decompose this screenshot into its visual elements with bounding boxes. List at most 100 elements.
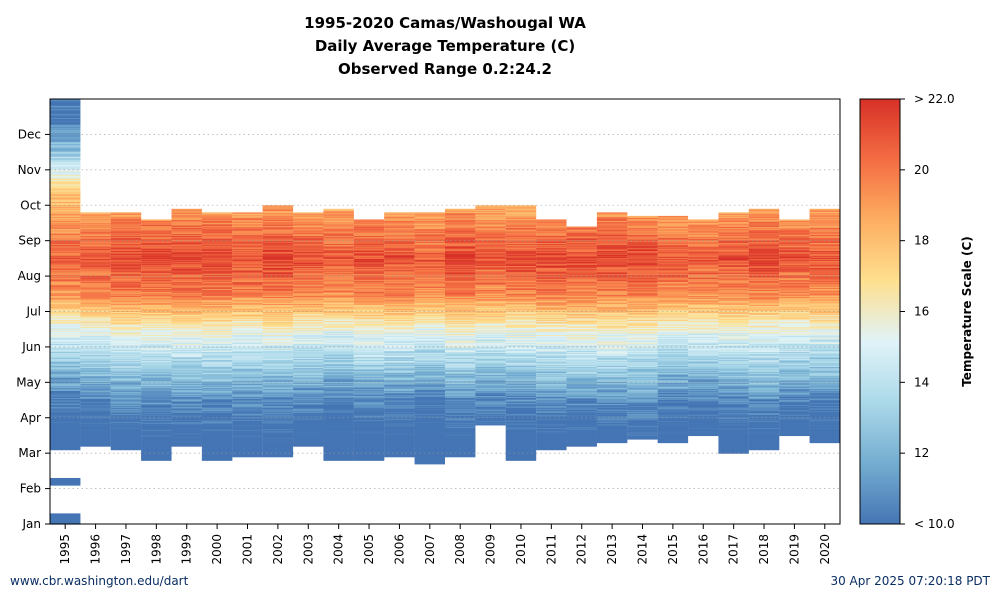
heatmap-cell xyxy=(353,222,385,224)
heatmap-cell xyxy=(232,355,263,358)
heatmap-cell xyxy=(323,457,354,460)
heatmap-cell xyxy=(232,307,263,309)
heatmap-cell xyxy=(141,442,172,445)
heatmap-cell xyxy=(323,272,354,275)
heatmap-cell xyxy=(475,264,506,267)
heatmap-cell xyxy=(323,400,354,403)
heatmap-cell xyxy=(445,383,476,385)
heatmap-cell xyxy=(141,381,172,383)
heatmap-cell xyxy=(414,347,445,350)
heatmap-cell xyxy=(50,353,81,355)
heatmap-cell xyxy=(353,389,385,391)
heatmap-cell xyxy=(536,392,567,394)
heatmap-cell xyxy=(50,248,81,251)
heatmap-cell xyxy=(384,222,415,224)
heatmap-cell xyxy=(171,234,202,236)
heatmap-cell xyxy=(80,384,111,387)
heatmap-cell xyxy=(293,237,324,239)
heatmap-cell xyxy=(353,433,385,436)
heatmap-cell xyxy=(323,244,354,246)
heatmap-cell xyxy=(414,385,445,388)
heatmap-cell xyxy=(262,451,294,453)
heatmap-cell xyxy=(505,249,537,252)
heatmap-cell xyxy=(80,225,111,228)
heatmap-cell xyxy=(566,327,597,329)
heatmap-cell xyxy=(353,296,385,298)
heatmap-cell xyxy=(323,307,354,309)
heatmap-cell xyxy=(50,192,81,195)
heatmap-cell xyxy=(232,387,263,390)
heatmap-cell xyxy=(262,408,294,411)
heatmap-cell xyxy=(445,399,476,401)
heatmap-cell xyxy=(262,401,294,404)
heatmap-cell xyxy=(50,383,81,385)
heatmap-cell xyxy=(80,219,111,221)
heatmap-cell xyxy=(232,251,263,253)
heatmap-cell xyxy=(293,423,324,426)
heatmap-cell xyxy=(171,354,202,356)
heatmap-cell xyxy=(445,283,476,285)
heatmap-cell xyxy=(171,408,202,410)
heatmap-cell xyxy=(414,287,445,290)
heatmap-cell xyxy=(475,422,506,424)
heatmap-cell xyxy=(566,405,597,407)
heatmap-cell xyxy=(475,324,506,327)
heatmap-cell xyxy=(505,370,537,373)
heatmap-cell xyxy=(201,445,233,447)
heatmap-cell xyxy=(232,409,263,412)
heatmap-cell xyxy=(262,273,294,275)
heatmap-cell xyxy=(566,423,597,425)
heatmap-cell xyxy=(50,179,81,182)
heatmap-cell xyxy=(141,395,172,398)
heatmap-cell xyxy=(353,371,385,374)
heatmap-cell xyxy=(323,454,354,456)
heatmap-cell xyxy=(171,372,202,375)
heatmap-cell xyxy=(293,421,324,423)
heatmap-cell xyxy=(414,245,445,247)
heatmap-cell xyxy=(171,280,202,282)
heatmap-cell xyxy=(566,328,597,330)
heatmap-cell xyxy=(353,352,385,354)
heatmap-cell xyxy=(384,446,415,449)
heatmap-cell xyxy=(445,220,476,222)
heatmap-cell xyxy=(353,372,385,375)
heatmap-cell xyxy=(141,318,172,321)
heatmap-cell xyxy=(262,337,294,339)
heatmap-cell xyxy=(141,228,172,230)
heatmap-cell xyxy=(323,331,354,334)
heatmap-cell xyxy=(445,436,476,438)
heatmap-cell xyxy=(50,140,81,143)
heatmap-cell xyxy=(536,407,567,409)
heatmap-cell xyxy=(262,302,294,305)
heatmap-cell xyxy=(50,299,81,302)
heatmap-cell xyxy=(536,346,567,348)
heatmap-cell xyxy=(384,416,415,419)
heatmap-cell xyxy=(80,320,111,322)
heatmap-cell xyxy=(323,228,354,230)
heatmap-cell xyxy=(293,324,324,327)
heatmap-cell xyxy=(293,310,324,313)
heatmap-cell xyxy=(384,367,415,369)
heatmap-cell xyxy=(384,443,415,445)
heatmap-cell xyxy=(505,277,537,280)
heatmap-cell xyxy=(80,258,111,260)
heatmap-cell xyxy=(323,415,354,417)
heatmap-cell xyxy=(566,415,597,418)
heatmap-cell xyxy=(384,297,415,299)
heatmap-cell xyxy=(445,404,476,406)
heatmap-cell xyxy=(201,377,233,379)
heatmap-cell xyxy=(80,241,111,244)
heatmap-cell xyxy=(505,284,537,287)
heatmap-cell xyxy=(445,227,476,229)
heatmap-cell xyxy=(50,355,81,358)
heatmap-cell xyxy=(384,348,415,351)
heatmap-cell xyxy=(50,321,81,323)
heatmap-cell xyxy=(566,392,597,394)
heatmap-cell xyxy=(384,440,415,443)
heatmap-cell xyxy=(293,284,324,287)
heatmap-cell xyxy=(141,249,172,252)
heatmap-cell xyxy=(50,292,81,294)
heatmap-cell xyxy=(293,233,324,236)
heatmap-cell xyxy=(353,263,385,266)
heatmap-cell xyxy=(536,408,567,411)
